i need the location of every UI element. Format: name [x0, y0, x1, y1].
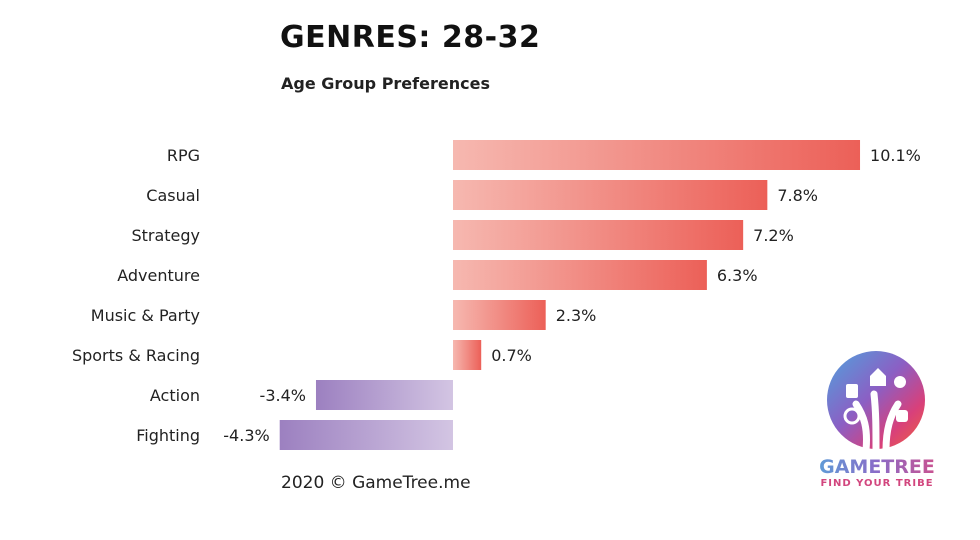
value-label: 10.1%: [870, 146, 921, 165]
bar: [315, 380, 453, 410]
bar: [453, 300, 546, 330]
value-label: -4.3%: [223, 426, 269, 445]
value-label: -3.4%: [260, 386, 306, 405]
category-label: Adventure: [117, 266, 200, 285]
chart-title: GENRES: 28-32: [280, 20, 541, 55]
category-label: Music & Party: [91, 306, 200, 325]
category-label: Action: [150, 386, 200, 405]
chart-subtitle: Age Group Preferences: [281, 74, 490, 93]
category-label: Sports & Racing: [72, 346, 200, 365]
category-label: RPG: [167, 146, 200, 165]
bar: [453, 260, 707, 290]
logo-wordmark: GAMETREE: [812, 456, 942, 478]
value-label: 6.3%: [717, 266, 758, 285]
copyright-credit: 2020 © GameTree.me: [281, 473, 471, 493]
value-label: 7.2%: [753, 226, 794, 245]
category-label: Fighting: [136, 426, 200, 445]
gametree-emblem-icon: [827, 351, 925, 450]
category-label: Casual: [146, 186, 200, 205]
value-label: 2.3%: [556, 306, 597, 325]
gametree-logo: GAMETREE FIND YOUR TRIBE: [812, 350, 942, 495]
bar: [279, 420, 453, 450]
category-label: Strategy: [131, 226, 200, 245]
bar: [453, 140, 861, 170]
bar: [453, 220, 744, 250]
value-label: 7.8%: [777, 186, 818, 205]
bar: [453, 340, 482, 370]
bar: [453, 180, 768, 210]
value-label: 0.7%: [491, 346, 532, 365]
logo-tagline: FIND YOUR TRIBE: [820, 478, 934, 489]
